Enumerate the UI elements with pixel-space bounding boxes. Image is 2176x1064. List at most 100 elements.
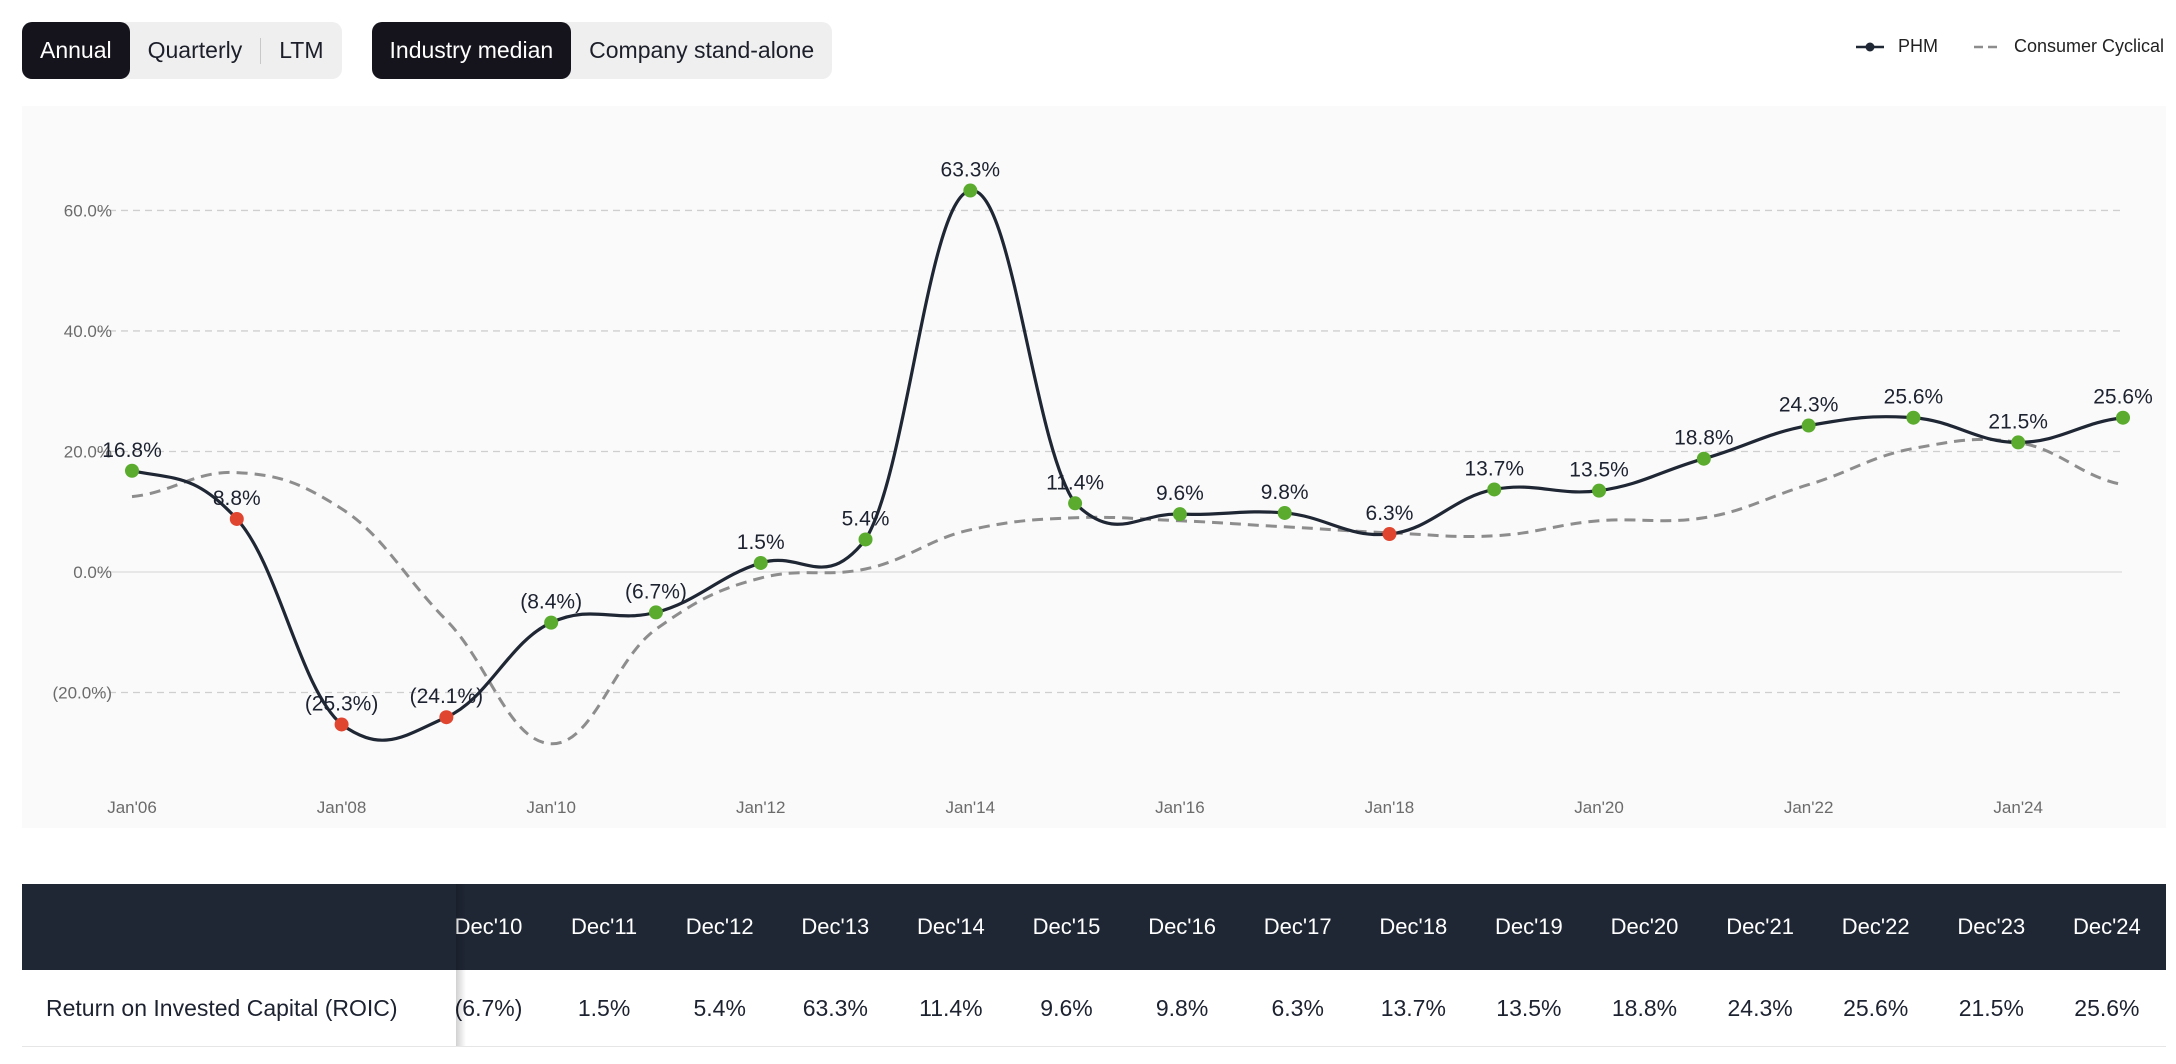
column-header: Dec'18 xyxy=(1379,914,1448,939)
x-tick-label: Jan'24 xyxy=(1993,798,2043,817)
data-point-marker xyxy=(1068,496,1083,511)
column-header: Dec'15 xyxy=(1032,914,1101,939)
legend-company-label: PHM xyxy=(1897,36,1938,56)
company-standalone-button[interactable]: Company stand-alone xyxy=(589,37,815,63)
column-header: Dec'23 xyxy=(1957,914,2026,939)
data-point-marker xyxy=(1277,505,1292,520)
data-label: 6.3% xyxy=(1366,502,1414,525)
x-tick-label: Jan'14 xyxy=(946,798,996,817)
industry-median-button[interactable]: Industry median xyxy=(371,22,572,79)
column-header: Dec'13 xyxy=(801,914,870,939)
header-label-cell xyxy=(22,884,456,970)
table-cell: 63.3% xyxy=(802,994,868,1021)
data-label: 8.8% xyxy=(213,487,261,510)
solid-line-marker-icon xyxy=(1855,42,1884,51)
period-ltm-button[interactable]: LTM xyxy=(279,37,324,63)
legend-industry-label: Consumer Cyclical xyxy=(2013,36,2164,56)
chart-legend: PHM Consumer Cyclical xyxy=(1855,36,2164,57)
table-cell: 25.6% xyxy=(2074,994,2140,1021)
data-label: 13.7% xyxy=(1464,457,1524,480)
row-scroll-area[interactable]: (6.7%) 1.5% 5.4% 63.3% 11.4% 9.6% 9.8% 6.3% 13.7… xyxy=(456,970,2166,1046)
data-label: 16.8% xyxy=(102,439,162,462)
data-point-marker xyxy=(334,717,349,732)
x-tick-label: Jan'16 xyxy=(1155,798,1205,817)
dashed-line-icon xyxy=(1973,45,2000,48)
table-cell: 18.8% xyxy=(1611,994,1678,1021)
data-point-marker xyxy=(1382,527,1397,542)
data-label: (24.1%) xyxy=(410,685,484,708)
data-label: 9.6% xyxy=(1156,482,1204,505)
data-point-marker xyxy=(1592,483,1607,498)
column-header: Dec'21 xyxy=(1726,914,1794,939)
table-header-row: Dec'10 Dec'11 Dec'12 Dec'13 Dec'14 Dec'15 Dec'… xyxy=(22,884,2166,970)
data-label: 18.8% xyxy=(1674,427,1734,450)
column-header: Dec'12 xyxy=(685,914,754,939)
table-cell: 13.7% xyxy=(1380,994,1446,1021)
company-series-line xyxy=(131,188,2124,742)
data-point-marker xyxy=(1487,482,1502,497)
legend-item-industry[interactable]: Consumer Cyclical xyxy=(1973,36,2164,57)
column-header: Dec'11 xyxy=(571,914,638,939)
column-header: Dec'14 xyxy=(916,914,985,939)
data-point-marker xyxy=(753,555,768,570)
metric-label: Return on Invested Capital (ROIC) xyxy=(22,970,456,1046)
data-point-marker xyxy=(963,183,978,198)
data-point-marker xyxy=(125,463,139,478)
column-header: Dec'24 xyxy=(2072,914,2141,939)
x-tick-label: Jan'12 xyxy=(736,798,786,817)
x-tick-label: Jan'06 xyxy=(107,798,157,817)
x-tick-label: Jan'22 xyxy=(1784,798,1834,817)
table-cell: 24.3% xyxy=(1727,994,1793,1021)
y-tick-label: 40.0% xyxy=(64,322,112,341)
y-tick-label: 60.0% xyxy=(64,201,112,220)
x-tick-label: Jan'18 xyxy=(1365,798,1415,817)
data-label: 25.6% xyxy=(1884,386,1944,409)
data-label: (8.4%) xyxy=(520,591,582,614)
table-cell: (6.7%) xyxy=(456,994,523,1021)
x-tick-label: Jan'20 xyxy=(1574,798,1624,817)
table-cell: 11.4% xyxy=(919,994,983,1021)
table-cell: 1.5% xyxy=(577,994,631,1021)
data-point-marker xyxy=(2116,410,2130,425)
data-label: 11.4% xyxy=(1046,471,1104,494)
table-cell: 25.6% xyxy=(1843,994,1909,1021)
data-point-marker xyxy=(1172,507,1187,522)
table-cell: 21.5% xyxy=(1958,994,2024,1021)
table-cell: 9.8% xyxy=(1155,994,1209,1021)
data-point-marker xyxy=(1906,410,1921,425)
data-point-marker xyxy=(229,511,244,526)
data-label: 25.6% xyxy=(2093,386,2153,409)
data-label: 21.5% xyxy=(1988,410,2048,433)
table-cell: 9.6% xyxy=(1040,994,1093,1021)
x-tick-label: Jan'10 xyxy=(526,798,576,817)
benchmark-toggle: Industry median Company stand-alone xyxy=(371,22,833,79)
data-label: 24.3% xyxy=(1779,394,1839,417)
y-tick-label: 0.0% xyxy=(73,563,112,582)
column-header: Dec'10 xyxy=(456,914,523,939)
data-point-marker xyxy=(858,532,873,547)
data-label: 63.3% xyxy=(941,159,1001,182)
period-annual-button[interactable]: Annual xyxy=(22,22,130,79)
data-label: (6.7%) xyxy=(625,580,687,603)
y-tick-label: (20.0%) xyxy=(52,684,112,703)
table-cell: 13.5% xyxy=(1496,994,1562,1021)
data-label: 5.4% xyxy=(842,507,890,530)
period-toggle: Annual Quarterly LTM xyxy=(22,22,342,79)
data-point-marker xyxy=(1801,418,1816,433)
data-label: (25.3%) xyxy=(305,692,379,715)
data-table: Dec'10 Dec'11 Dec'12 Dec'13 Dec'14 Dec'15 Dec'… xyxy=(22,884,2166,1047)
period-quarterly-button[interactable]: Quarterly xyxy=(147,37,243,63)
column-header: Dec'19 xyxy=(1494,914,1563,939)
data-point-marker xyxy=(439,710,454,725)
roic-chart: 60.0% 40.0% 20.0% 0.0% (20.0%) Jan'06 Jan'08 Ja… xyxy=(22,106,2166,828)
data-label: 9.8% xyxy=(1261,481,1309,504)
header-scroll-area[interactable]: Dec'10 Dec'11 Dec'12 Dec'13 Dec'14 Dec'15 Dec'… xyxy=(456,884,2166,970)
sticky-column-shadow xyxy=(456,884,466,970)
data-label: 13.5% xyxy=(1569,459,1629,482)
table-cell: 5.4% xyxy=(693,994,746,1021)
column-header: Dec'22 xyxy=(1841,914,1910,939)
legend-item-company[interactable]: PHM xyxy=(1855,36,1938,57)
table-cell: 6.3% xyxy=(1271,994,1324,1021)
x-tick-label: Jan'08 xyxy=(317,798,367,817)
column-header: Dec'20 xyxy=(1610,914,1679,939)
